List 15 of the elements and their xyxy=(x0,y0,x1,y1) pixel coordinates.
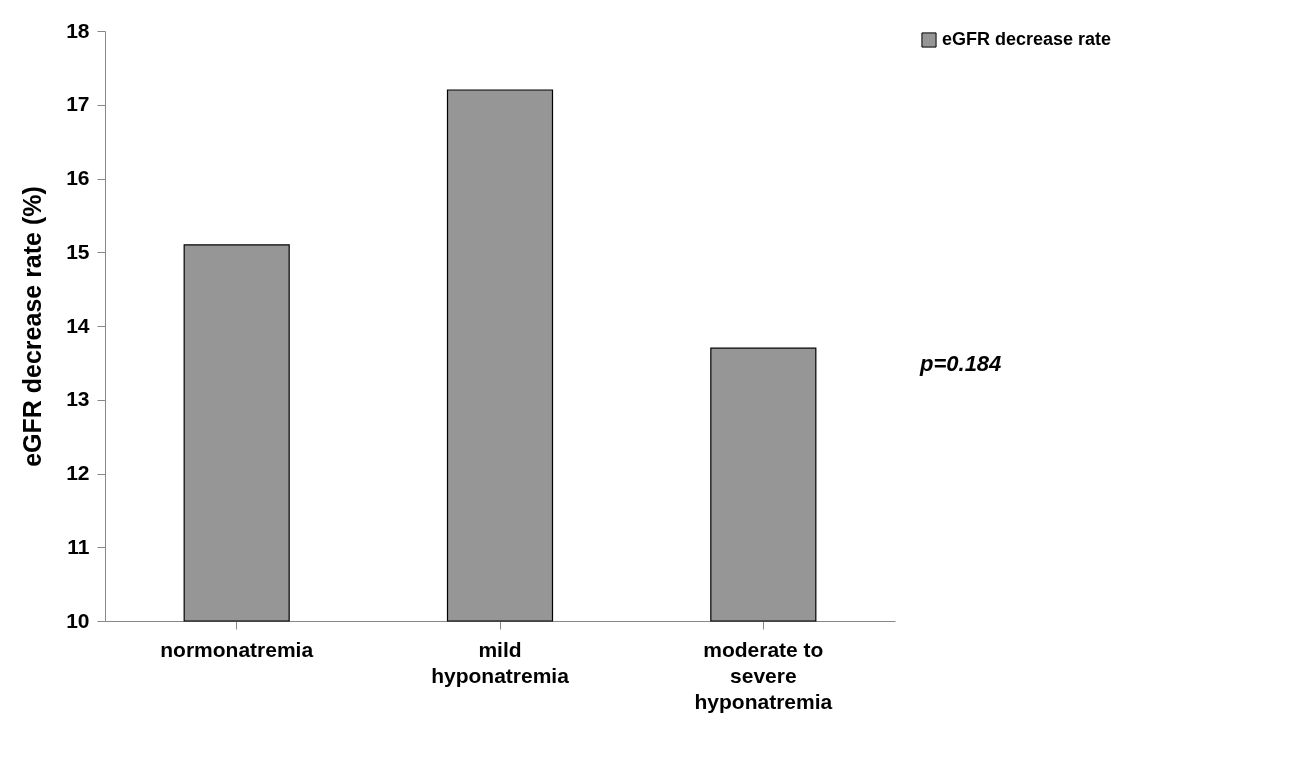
y-tick-label: 12 xyxy=(66,461,90,484)
x-tick-label: moderate to severe hyponatremia xyxy=(694,637,833,713)
y-tick-label: 15 xyxy=(66,239,90,263)
y-axis-title: eGFR decrease rate (%) xyxy=(18,186,47,467)
y-tick-label: 16 xyxy=(66,166,90,189)
x-tick-label: normonatremia xyxy=(160,637,314,661)
y-tick-label: 10 xyxy=(66,608,90,632)
y-tick-label: 18 xyxy=(66,18,90,42)
x-tick-label: mild hyponatremia xyxy=(431,637,570,687)
y-tick-label: 11 xyxy=(67,534,90,558)
y-tick-label: 14 xyxy=(66,313,90,337)
y-tick-label: 13 xyxy=(66,387,90,411)
text: p=0.184 xyxy=(919,351,1002,376)
y-tick-label: 17 xyxy=(66,92,90,116)
legend-label: eGFR decrease rate xyxy=(942,29,1112,49)
